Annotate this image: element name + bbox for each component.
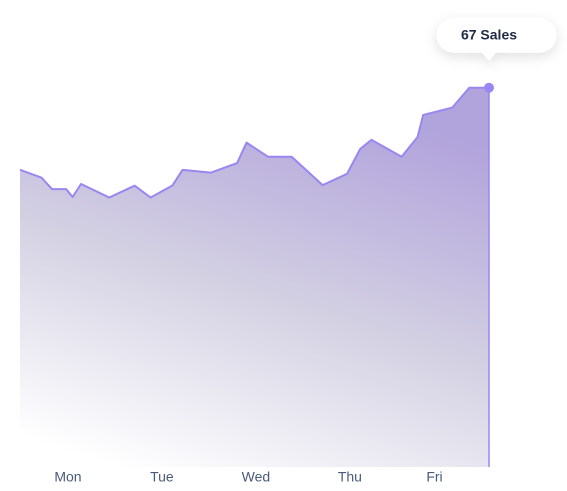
- x-tick-label: Thu: [338, 469, 362, 485]
- tooltip-text: 67 Sales: [461, 26, 517, 42]
- area: [20, 87, 489, 468]
- line: [19, 86, 489, 199]
- x-tick-label: Fri: [426, 469, 442, 485]
- x-tick-label: Tue: [150, 469, 174, 485]
- point: [484, 82, 494, 93]
- tooltip: [436, 17, 557, 61]
- tooltip-box: [436, 17, 557, 61]
- x-tick-label: Wed: [242, 469, 271, 485]
- x-tick-label: Mon: [54, 469, 81, 485]
